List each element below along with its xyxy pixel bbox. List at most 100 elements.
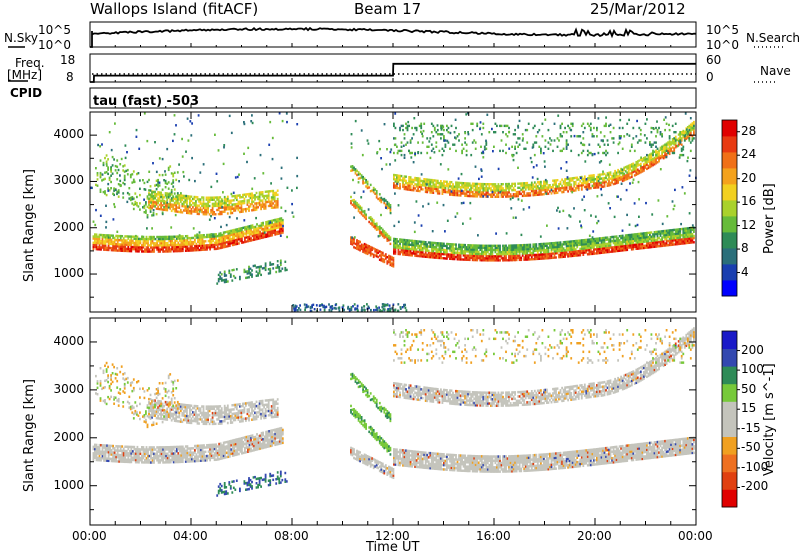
velocity-cell (494, 459, 497, 463)
velocity-cell (110, 378, 113, 381)
power-cell (245, 227, 248, 231)
velocity-cell (214, 405, 217, 408)
power-cell (403, 253, 406, 256)
power-cell (220, 198, 223, 201)
power-cell (259, 230, 262, 234)
velocity-cell (497, 455, 500, 458)
power-cell (254, 194, 256, 197)
velocity-cell (117, 404, 120, 407)
power-cell (386, 205, 389, 208)
power-cell (251, 194, 253, 197)
velocity-cell (386, 450, 389, 453)
velocity-cell (154, 401, 156, 405)
velocity-cell (408, 460, 411, 464)
velocity-cell (479, 463, 482, 467)
power-cell (171, 246, 174, 249)
velocity-cell (165, 461, 168, 464)
power-cell (131, 181, 134, 184)
velocity-cell (244, 447, 246, 450)
power-cell (362, 248, 365, 251)
velocity-cell (163, 405, 166, 408)
power-cell (248, 227, 251, 230)
power-cell (483, 250, 486, 254)
power-cell (107, 246, 110, 250)
power-cell (249, 271, 252, 275)
velocity-cell (263, 414, 266, 418)
velocity-cell (153, 448, 155, 451)
power-cell (233, 241, 236, 244)
velocity-cell (356, 415, 358, 418)
velocity-cell (483, 468, 486, 471)
velocity-cell (180, 458, 183, 461)
velocity-cell (196, 407, 199, 410)
velocity-cell (107, 446, 110, 450)
velocity-cell (406, 449, 409, 453)
velocity-cell (248, 441, 251, 444)
velocity-cell (204, 454, 207, 458)
power-cell (181, 245, 184, 248)
power-cell (154, 192, 156, 196)
power-cell (465, 246, 468, 249)
power-cell (350, 238, 352, 241)
power-cell (200, 240, 202, 243)
velocity-cell (138, 454, 140, 458)
power-cell (228, 236, 231, 239)
power-cell (246, 203, 249, 206)
velocity-cell (186, 419, 188, 422)
velocity-cell (154, 392, 156, 396)
power-cell (243, 270, 246, 274)
power-cell (483, 248, 486, 252)
power-cell (477, 254, 480, 258)
velocity-cell (411, 458, 414, 462)
velocity-cell (205, 414, 208, 417)
velocity-cell (155, 416, 158, 420)
velocity-cell (429, 467, 432, 470)
velocity-cell (213, 414, 216, 417)
power-cell (97, 239, 99, 243)
power-cell (201, 236, 204, 239)
power-cell (459, 256, 462, 259)
power-cell (254, 264, 256, 267)
velocity-cell (400, 457, 403, 461)
velocity-cell (153, 446, 155, 449)
power-cell (375, 224, 378, 227)
velocity-cell (400, 448, 403, 452)
velocity-cell (242, 451, 245, 455)
power-cell (374, 254, 377, 257)
power-cell (377, 251, 380, 254)
velocity-cell (159, 454, 162, 458)
velocity-cell (213, 454, 216, 457)
power-cell (253, 238, 255, 241)
velocity-cell (485, 468, 488, 471)
power-cell (496, 255, 498, 258)
velocity-cell (234, 453, 237, 457)
power-cell (192, 242, 195, 246)
velocity-cell (183, 454, 186, 457)
velocity-cell (246, 417, 249, 420)
velocity-cell (174, 450, 177, 453)
velocity-cell (131, 389, 134, 393)
velocity-cell (219, 422, 222, 425)
velocity-cell (238, 448, 240, 451)
power-cell (386, 262, 389, 265)
velocity-cell (165, 448, 168, 451)
velocity-cell (210, 445, 213, 449)
power-cell (257, 235, 260, 238)
power-cell (388, 234, 390, 238)
power-cell (351, 243, 354, 246)
velocity-cell (169, 458, 172, 462)
power-cell (189, 238, 192, 242)
power-cell (482, 254, 485, 258)
velocity-cell (269, 481, 272, 484)
velocity-cell (224, 454, 227, 457)
power-cell (255, 274, 258, 277)
velocity-cell (236, 440, 239, 443)
power-cell (111, 164, 114, 167)
velocity-cell (263, 439, 266, 443)
power-cell (175, 239, 178, 242)
power-cell (151, 240, 154, 243)
power-cell (393, 252, 395, 255)
power-cell (389, 255, 392, 258)
velocity-cell (218, 444, 221, 448)
power-cell (488, 259, 491, 262)
